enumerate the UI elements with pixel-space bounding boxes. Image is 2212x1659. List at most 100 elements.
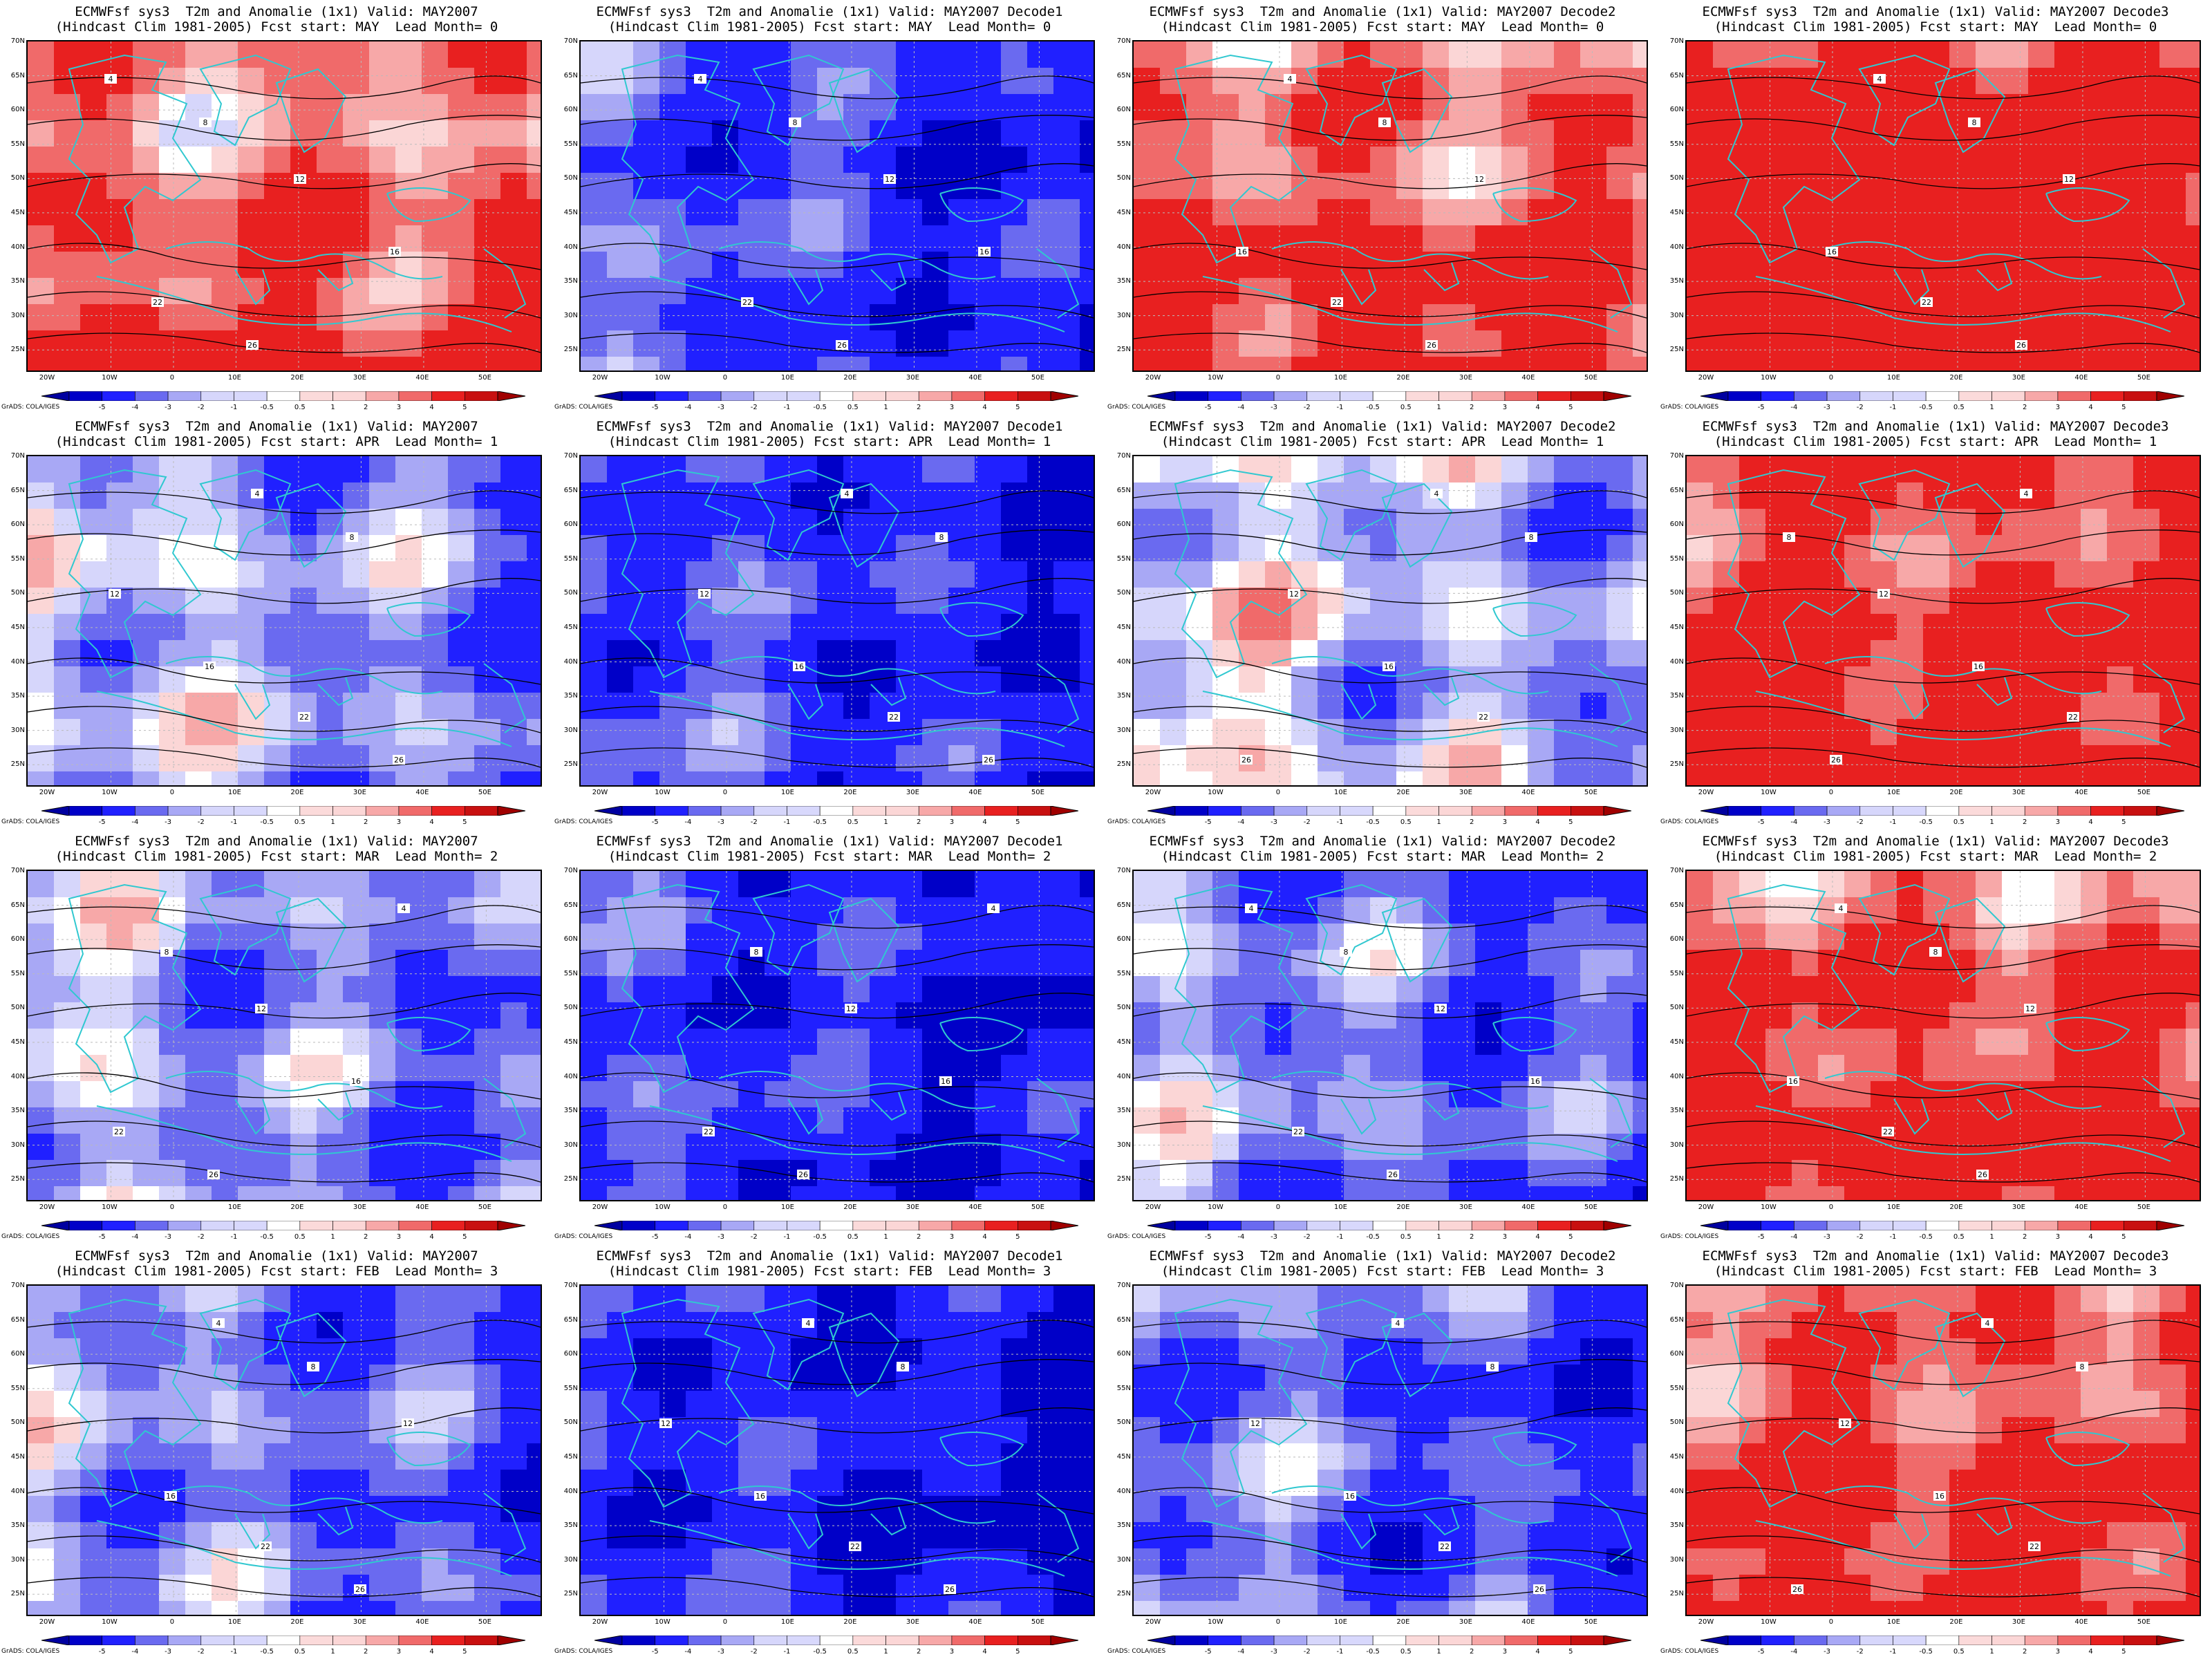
colorbar-tick: 0.5 [847,1648,859,1656]
anomaly-cell [633,535,660,562]
coastline [870,1091,907,1121]
anomaly-cell [369,976,396,1003]
anomaly-cell [422,871,449,898]
colorbar-tick: -3 [1824,404,1831,411]
contour-label-bg [741,297,753,307]
anomaly-cell [264,120,291,147]
anomaly-cell [54,1055,81,1082]
isotherm-contour [28,332,541,353]
anomaly-cell [80,199,107,226]
anomaly-cell [791,482,818,509]
colorbar-segment [2090,391,2124,401]
anomaly-cell [369,666,396,693]
contour-label: 4 [1877,75,1882,84]
anomaly-cell [1501,1186,1528,1200]
anomaly-cell [607,68,634,95]
lon-label: 10W [102,374,118,382]
anomaly-cell [1818,976,1845,1003]
anomaly-cell [317,614,344,641]
anomaly-cell [659,147,686,174]
anomaly-cell [54,357,81,371]
contour-label-bg [207,1170,220,1179]
colorbar-segment [819,806,854,816]
anomaly-cell [1344,120,1371,147]
anomaly-cell [448,456,475,483]
anomaly-cell [1053,120,1080,147]
lat-label: 65N [10,71,25,79]
coastline [165,241,443,280]
anomaly-cell [28,173,55,200]
anomaly-cell [54,120,81,147]
colorbar-tick: -1 [1889,1233,1897,1241]
anomaly-cell [500,1365,527,1391]
colorbar-segment [1958,806,1992,816]
colorbar-segment [2057,1221,2091,1230]
anomaly-cell [527,1286,541,1313]
anomaly-cell [2054,1107,2081,1134]
anomaly-cell [264,897,291,924]
map-panel-r3c2: ECMWFsf sys3 T2m and Anomalie (1x1) Vali… [553,830,1106,1244]
anomaly-cell [712,199,739,226]
anomaly-cell [1080,640,1094,667]
anomaly-cell [1818,561,1845,588]
anomaly-cell [1713,1107,1740,1134]
anomaly-cell [212,1107,238,1134]
anomaly-cell [212,509,238,536]
colorbar-segment [1537,806,1571,816]
anomaly-cell [1739,68,1766,95]
anomaly-cell [765,1338,791,1365]
anomaly-cell [633,482,660,509]
anomaly-cell [1318,1186,1344,1200]
colorbar-arrow-left [1147,1221,1176,1230]
lon-label: 0 [722,374,728,382]
anomaly-cell [369,1575,396,1602]
contour-label: 26 [837,341,847,350]
lon-label: 40E [968,374,982,382]
anomaly-cell [1897,456,1924,483]
anomaly-cell [712,120,739,147]
anomaly-cell [1475,482,1502,509]
lat-label: 25N [10,760,25,769]
anomaly-cell [1239,147,1266,174]
anomaly-cell [2107,693,2134,720]
anomaly-cell [1528,456,1555,483]
anomaly-cell [1134,1286,1161,1313]
anomaly-cell [607,1365,634,1391]
anomaly-cell [1528,719,1555,746]
anomaly-cell [238,304,265,331]
anomaly-cell [1554,897,1581,924]
anomaly-cell [686,535,713,562]
colorbar-tick: -1 [783,818,791,826]
lon-label: 50E [478,1203,491,1211]
colorbar-segment [688,1635,722,1645]
anomaly-cell [1897,1160,1924,1187]
anomaly-cell [948,278,975,305]
anomaly-cell [1239,614,1266,641]
anomaly-cell [1370,1055,1397,1082]
anomaly-cell [791,771,818,785]
grads-credit: GrADS: COLA/IGES [1660,818,1719,825]
colorbar-tick: 2 [364,404,368,411]
anomaly-cell [1186,147,1213,174]
anomaly-cell [2159,924,2186,950]
colorbar-arrow-right [2156,391,2184,401]
colorbar-arrow-right [497,806,525,816]
anomaly-cell [527,225,541,252]
colorbar-segment [1571,1221,1604,1230]
anomaly-cell [1186,871,1213,898]
lon-label: 0 [169,374,175,382]
anomaly-cell [1475,871,1502,898]
contour-label: 22 [1883,1127,1893,1136]
anomaly-cell [1318,1029,1344,1056]
anomaly-cell [1976,771,2003,785]
anomaly-cell [1160,173,1187,200]
anomaly-cell [1160,588,1187,615]
lat-label: 65N [563,486,578,494]
anomaly-cell [659,68,686,95]
anomaly-cell [791,357,818,371]
anomaly-cell [1580,173,1607,200]
colorbar-tick: -4 [684,1233,692,1241]
anomaly-cell [607,771,634,785]
anomaly-cell [133,456,160,483]
